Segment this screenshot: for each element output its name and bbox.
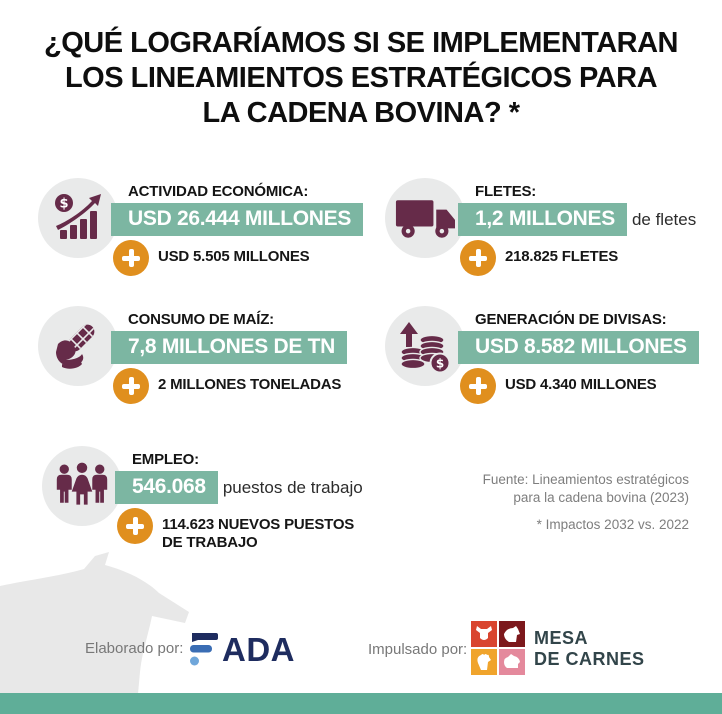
stat-empleo: EMPLEO: 546.068 puestos de trabajo 114.6… xyxy=(42,446,382,556)
stat-fletes: FLETES: 1,2 MILLONES de fletes 218.825 F… xyxy=(385,178,722,288)
stat-delta: 114.623 NUEVOS PUESTOS DE TRABAJO xyxy=(162,516,355,551)
plus-icon xyxy=(117,508,153,544)
coins-icon: $ xyxy=(385,306,465,386)
cow-silhouette xyxy=(0,552,189,694)
mesa-text-line-2: DE CARNES xyxy=(534,649,645,669)
bottom-accent-bar xyxy=(0,693,722,714)
mesa-de-carnes-logo xyxy=(471,621,525,675)
stat-delta: 2 MILLONES TONELADAS xyxy=(158,376,342,393)
stat-consumo-maiz: CONSUMO DE MAÍZ: 7,8 MILLONES DE TN 2 MI… xyxy=(38,306,378,416)
cow-head-icon xyxy=(471,621,497,647)
stat-actividad-economica: $ ACTIVIDAD ECONÓMICA: USD 26.444 MILLON… xyxy=(38,178,378,288)
stat-delta: USD 4.340 MILLONES xyxy=(505,376,657,393)
plus-icon xyxy=(113,240,149,276)
pig-head-icon xyxy=(499,649,525,675)
page-title: ¿QUÉ LOGRARÍAMOS SI SE IMPLEMENTARAN LOS… xyxy=(0,26,722,131)
corn-icon xyxy=(38,306,118,386)
stat-value-band: USD 8.582 MILLONES xyxy=(458,331,699,364)
stat-value-band: 7,8 MILLONES DE TN xyxy=(111,331,347,364)
mesa-text-line-1: MESA xyxy=(534,628,589,648)
stat-value-band: USD 26.444 MILLONES xyxy=(111,203,364,236)
truck-icon xyxy=(385,178,465,258)
impulsado-label: Impulsado por: xyxy=(368,641,468,658)
fada-logo-text: ADA xyxy=(222,631,295,668)
chart-growth-icon: $ xyxy=(38,178,118,258)
fada-f-icon xyxy=(190,633,218,666)
source-note: Fuente: Lineamientos estratégicos para l… xyxy=(483,471,689,534)
stat-delta: 218.825 FLETES xyxy=(505,248,619,265)
people-icon xyxy=(42,446,122,526)
bull-head-icon xyxy=(499,621,525,647)
stat-delta: USD 5.505 MILLONES xyxy=(158,248,310,265)
impact-note: * Impactos 2032 vs. 2022 xyxy=(536,517,689,532)
elaborado-label: Elaborado por: xyxy=(85,640,184,657)
stat-generacion-divisas: $ GENERACIÓN DE DIVISAS: USD 8.582 MILLO… xyxy=(385,306,722,416)
stat-label: GENERACIÓN DE DIVISAS: xyxy=(475,311,667,328)
fada-logo: ADA xyxy=(188,629,295,671)
stat-value-band: 1,2 MILLONES xyxy=(458,203,627,236)
stat-value-suffix: puestos de trabajo xyxy=(222,477,363,497)
stat-label: ACTIVIDAD ECONÓMICA: xyxy=(128,183,309,200)
rooster-head-icon xyxy=(471,649,497,675)
stat-label: FLETES: xyxy=(475,183,537,200)
title-line-2: LOS LINEAMIENTOS ESTRATÉGICOS PARA xyxy=(64,62,658,94)
mesa-logo-text: MESA DE CARNES xyxy=(534,628,645,670)
plus-icon xyxy=(113,368,149,404)
svg-text:$: $ xyxy=(436,357,444,371)
stat-value-suffix: de fletes xyxy=(631,209,697,229)
stat-value-band: 546.068 xyxy=(115,471,218,504)
stat-label: CONSUMO DE MAÍZ: xyxy=(128,311,274,328)
source-line-1: Fuente: Lineamientos estratégicos xyxy=(482,472,689,487)
title-line-1: ¿QUÉ LOGRARÍAMOS SI SE IMPLEMENTARAN xyxy=(44,27,678,59)
source-line-2: para la cadena bovina (2023) xyxy=(513,489,689,505)
stat-label: EMPLEO: xyxy=(132,451,199,468)
plus-icon xyxy=(460,240,496,276)
plus-icon xyxy=(460,368,496,404)
svg-text:$: $ xyxy=(59,197,68,212)
title-line-3: LA CADENA BOVINA? * xyxy=(202,97,520,129)
